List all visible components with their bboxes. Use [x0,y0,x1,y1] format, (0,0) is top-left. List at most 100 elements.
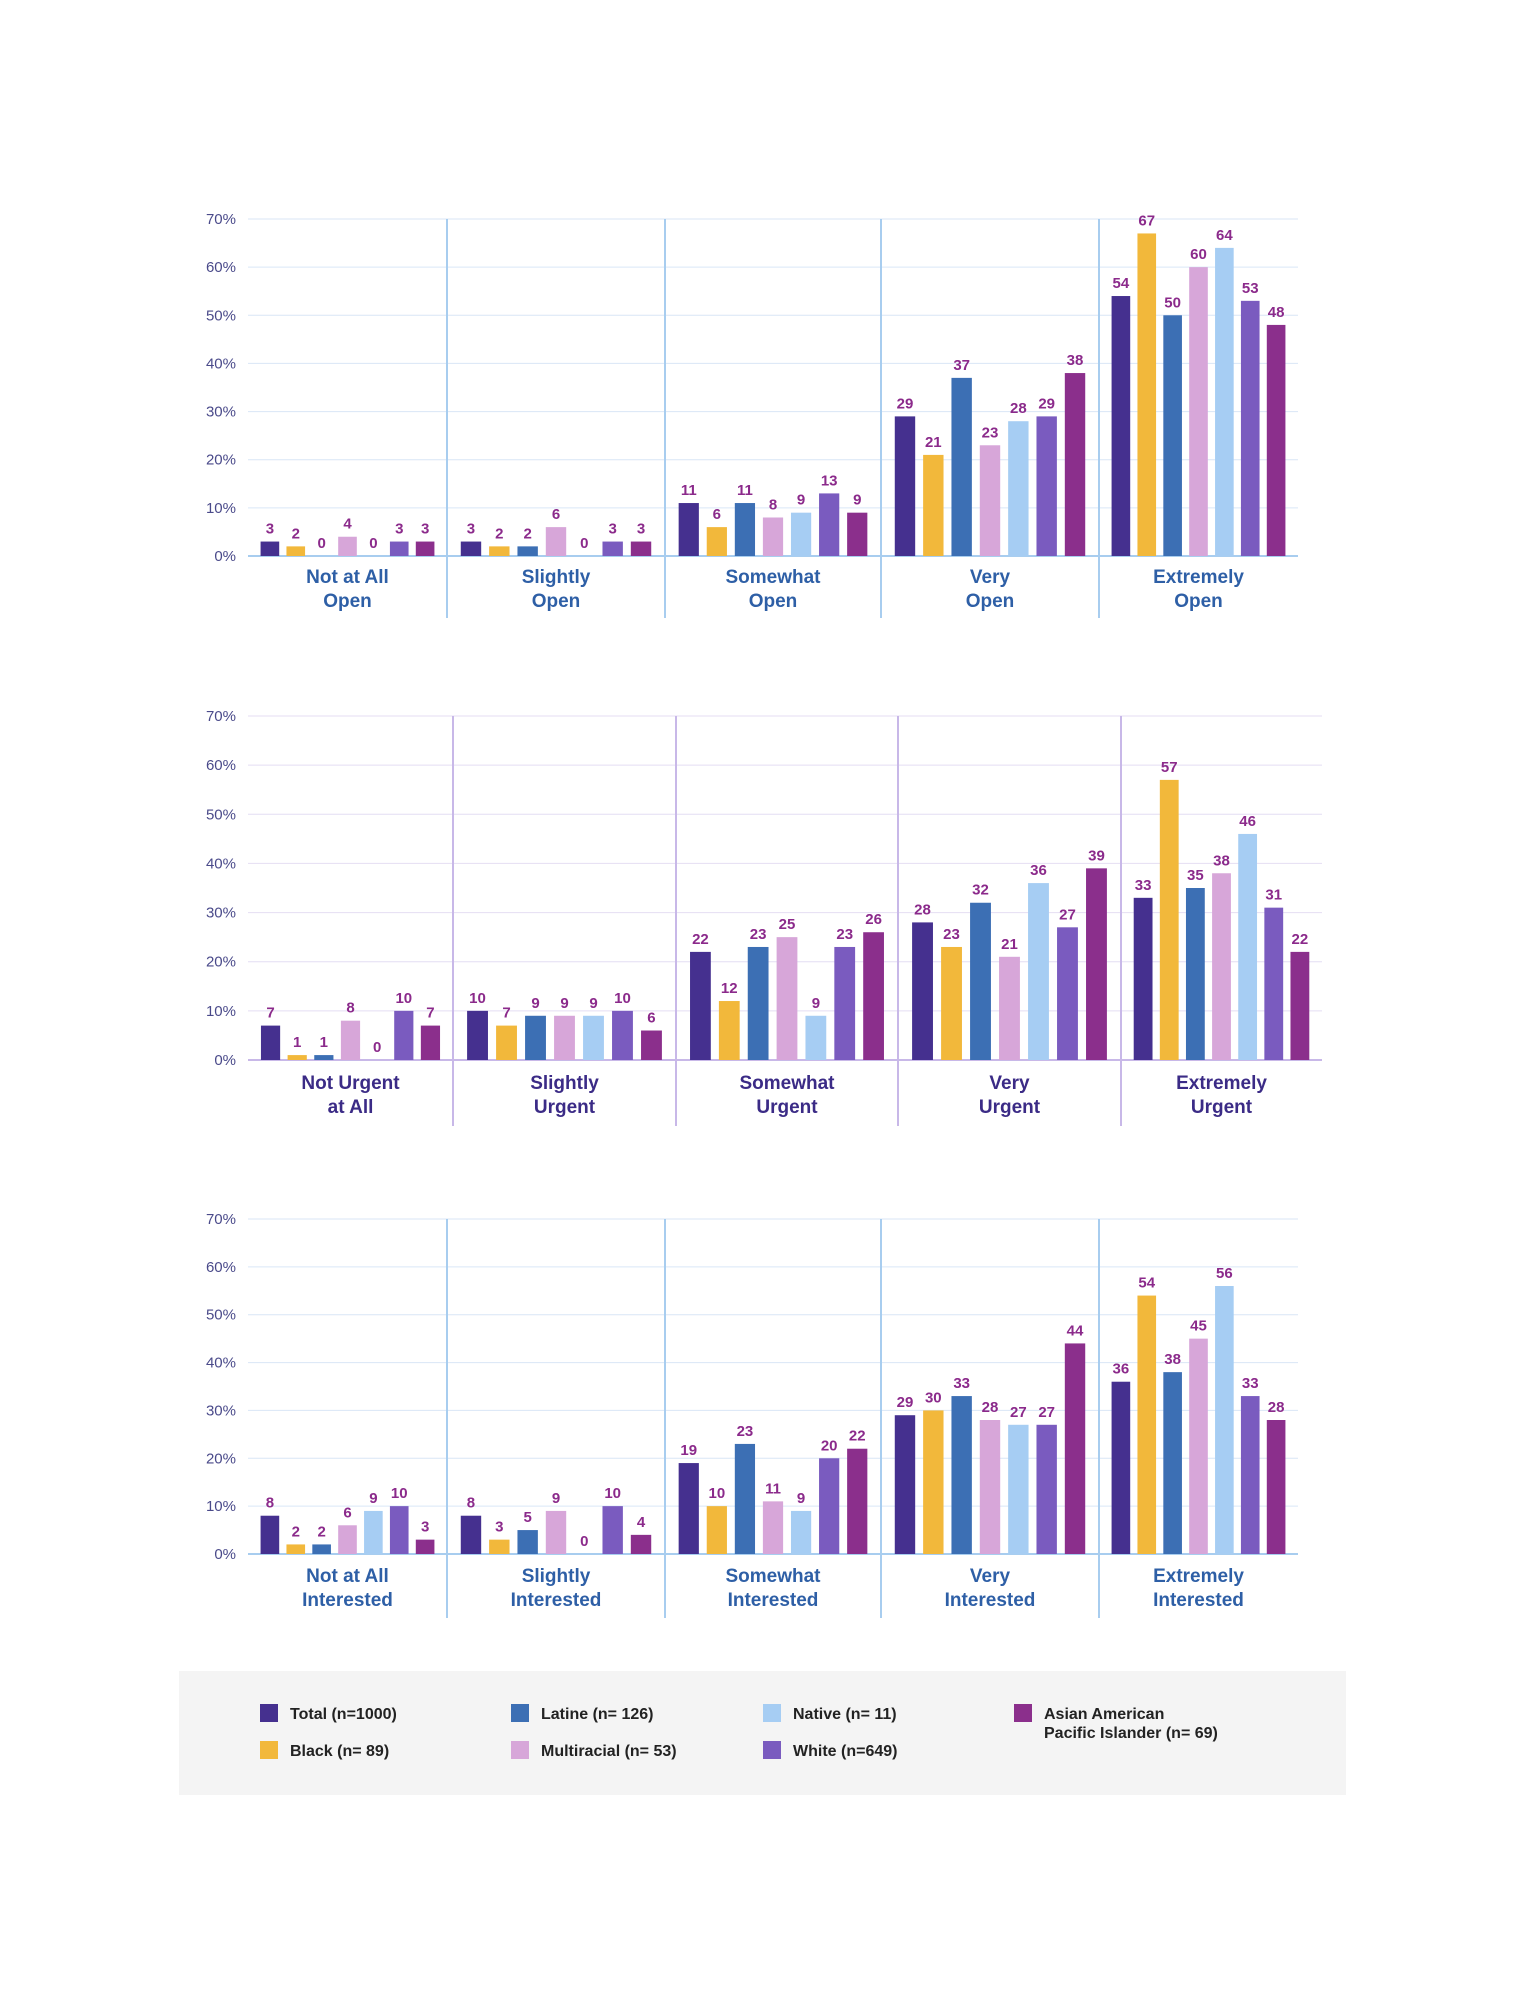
data-label: 11 [765,1480,781,1497]
data-label: 9 [853,492,861,509]
bar-white [389,541,409,556]
category-label: Extremely [1176,1073,1267,1094]
bar-aapi [415,541,435,556]
data-label: 33 [1135,877,1152,894]
data-label: 28 [914,901,931,918]
legend-item-aapi: Asian American Pacific Islander (n= 69) [1014,1704,1218,1742]
y-tick-label: 30% [206,1402,236,1419]
category-group: 3 2 2 6 0 3 3 Slightly Open [460,506,652,612]
y-tick-label: 60% [206,259,236,276]
data-label: 3 [421,1519,429,1536]
bar-white [602,1506,623,1554]
bar-latine [747,946,769,1060]
data-label: 9 [531,995,539,1012]
data-label: 7 [266,1005,274,1022]
data-label: 6 [552,506,560,523]
bar-multiracial [1212,873,1231,1060]
category-label: Open [966,591,1015,612]
y-tick-label: 40% [206,355,236,372]
y-tick-label: 30% [206,404,236,421]
data-label: 6 [343,1504,351,1521]
bar-black [923,1410,944,1554]
y-tick-label: 0% [214,1052,236,1069]
bar-white [612,1010,633,1060]
bar-latine [951,377,972,556]
legend-label: Latine (n= 126) [541,1706,653,1723]
data-label: 0 [317,535,325,552]
legend-swatch [763,1704,781,1722]
category-label: Very [970,567,1011,588]
data-label: 53 [1242,280,1259,297]
category-label: Urgent [979,1097,1041,1118]
bar-white [602,541,623,556]
bar-aapi [1064,1343,1086,1554]
bar-native [790,1510,812,1554]
bar-latine [734,503,756,556]
bar-total [1111,1381,1131,1554]
bar-aapi [847,1448,868,1554]
data-label: 3 [495,1519,503,1536]
data-label: 38 [1213,852,1230,869]
y-tick-label: 10% [206,1498,236,1515]
legend-swatch [511,1741,529,1759]
category-label: Slightly [522,567,591,588]
data-label: 28 [1010,400,1027,417]
legend-label: Native (n= 11) [793,1706,897,1723]
data-label: 9 [552,1490,560,1507]
bar-latine [1163,1372,1182,1554]
data-label: 11 [681,482,697,499]
data-label: 3 [266,521,274,538]
y-tick-label: 50% [206,307,236,324]
bar-total [260,541,280,556]
y-tick-label: 60% [206,1259,236,1276]
y-tick-label: 10% [206,500,236,517]
data-label: 1 [293,1034,301,1051]
bar-black [941,946,962,1060]
data-label: 28 [982,1399,999,1416]
data-label: 10 [708,1485,725,1502]
y-tick-label: 70% [206,1211,236,1228]
data-label: 48 [1268,304,1285,321]
category-group: 8 3 5 9 0 10 4 Slightly Interested [460,1485,652,1611]
data-label: 8 [769,496,777,513]
y-tick-label: 40% [206,855,236,872]
bar-black [706,1506,727,1554]
category-group: 19 10 23 11 9 20 22 Somewhat Interested [678,1423,868,1611]
bar-latine [1185,888,1205,1060]
bar-white [819,493,840,556]
legend-item-multiracial: Multiracial (n= 53) [511,1741,677,1760]
data-label: 60 [1190,246,1207,263]
data-label: 12 [721,980,738,997]
y-tick-label: 70% [206,708,236,725]
data-label: 25 [779,916,796,933]
category-group: 11 6 11 8 9 13 9 Somewhat Open [678,472,868,612]
data-label: 3 [637,521,645,538]
data-label: 10 [395,990,412,1007]
bar-latine [951,1396,972,1554]
data-label: 27 [1010,1404,1027,1421]
category-label: Interested [302,1590,393,1611]
data-label: 37 [953,357,970,374]
bar-latine [970,902,991,1060]
data-label: 0 [580,535,588,552]
bar-black [718,1001,740,1060]
bar-latine [314,1055,334,1060]
data-label: 2 [317,1523,325,1540]
category-label: Open [1174,591,1223,612]
category-group: 36 54 38 45 56 33 28 Extremely Interested [1111,1265,1286,1611]
bar-aapi [1064,373,1086,556]
category-label: Interested [511,1590,602,1611]
data-label: 10 [391,1485,408,1502]
category-label: Urgent [534,1097,596,1118]
bar-latine [312,1544,331,1554]
bar-latine [525,1015,546,1060]
data-label: 5 [523,1509,531,1526]
category-label: Urgent [756,1097,818,1118]
data-label: 27 [1038,1404,1055,1421]
data-label: 9 [812,995,820,1012]
data-label: 0 [373,1039,381,1056]
data-label: 39 [1088,847,1105,864]
bar-black [496,1025,517,1060]
data-label: 8 [467,1495,475,1512]
